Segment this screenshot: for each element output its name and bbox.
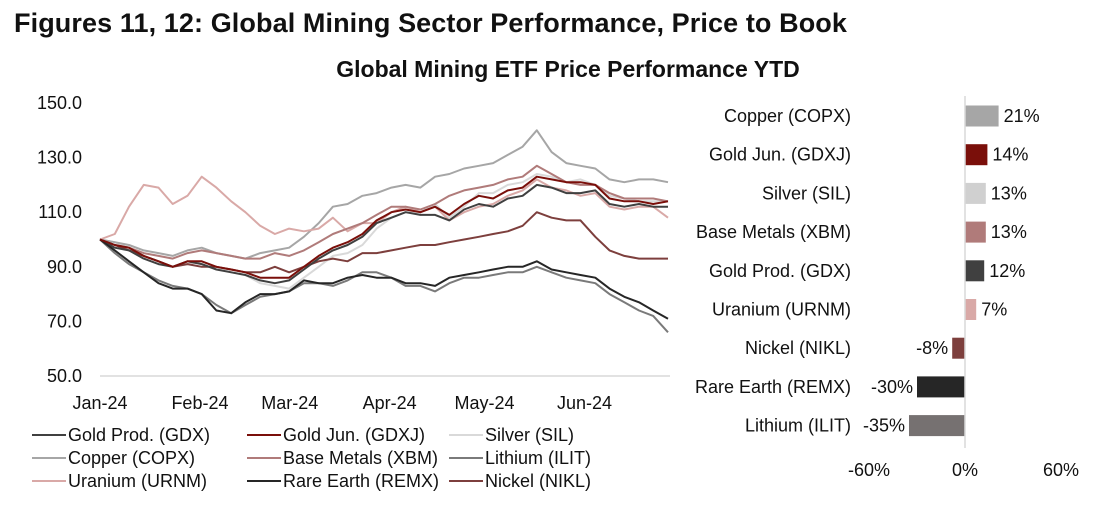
x-tick-label: Feb-24 xyxy=(171,393,228,413)
bar-uranium-urnm xyxy=(965,299,977,320)
legend-label: Gold Prod. (GDX) xyxy=(68,424,211,445)
y-tick-label: 130.0 xyxy=(37,148,82,168)
bar-gold-jun-gdxj xyxy=(965,144,988,166)
bar-category-nickel-nikl: Nickel (NIKL) xyxy=(745,338,851,358)
legend-item-gold-prod-gdx: Gold Prod. (GDX) xyxy=(32,424,247,446)
bar-category-copper-copx: Copper (COPX) xyxy=(724,106,851,126)
bar-category-labels: Copper (COPX) Gold Jun. (GDXJ) Silver (SIL… xyxy=(695,106,851,436)
bar-value-label: 12% xyxy=(989,261,1025,281)
legend-label: Rare Earth (REMX) xyxy=(283,470,440,491)
legend-item-uranium-urnm: Uranium (URNM) xyxy=(32,470,247,492)
legend-label: Nickel (NIKL) xyxy=(485,470,592,491)
x-axis-ticks: Jan-24 Feb-24 Mar-24 Apr-24 May-24 Jun-24 xyxy=(72,393,612,413)
bar-category-silver-sil: Silver (SIL) xyxy=(762,183,851,203)
legend-item-base-metals-xbm: Base Metals (XBM) xyxy=(247,447,449,469)
line-chart: 150.0 130.0 110.0 90.0 70.0 50.0 Jan-24 Feb-24… xyxy=(37,93,670,413)
legend-swatch xyxy=(32,480,66,482)
bar-value-label: -35% xyxy=(863,416,905,436)
chart-title: Global Mining ETF Price Performance YTD xyxy=(336,56,800,82)
y-tick-label: 90.0 xyxy=(47,257,82,277)
legend-label: Base Metals (XBM) xyxy=(283,447,439,468)
legend-item-gold-jun-gdxj: Gold Jun. (GDXJ) xyxy=(247,424,449,446)
y-tick-label: 150.0 xyxy=(37,93,82,113)
bar-value-label: 7% xyxy=(981,300,1007,320)
x-tick-label: Jan-24 xyxy=(72,393,127,413)
legend-label: Lithium (ILIT) xyxy=(485,447,592,468)
bar-category-lithium-ilit: Lithium (ILIT) xyxy=(745,416,851,436)
bar-nickel-nikl xyxy=(952,337,965,359)
legend-swatch xyxy=(247,480,281,482)
bar-value-label: -30% xyxy=(871,377,913,397)
bar-category-gold-prod-gdx: Gold Prod. (GDX) xyxy=(709,261,851,281)
legend-item-nickel-nikl: Nickel (NIKL) xyxy=(449,470,639,492)
bar-value-label: 13% xyxy=(991,222,1027,242)
legend-swatch xyxy=(449,480,483,482)
legend-item-silver-sil: Silver (SIL) xyxy=(449,424,639,446)
line-series-base-metals-xbm xyxy=(99,164,669,260)
bar-copper-copx xyxy=(965,105,999,127)
legend-swatch xyxy=(32,457,66,459)
x-tick-label: May-24 xyxy=(455,393,515,413)
line-series-uranium-urnm xyxy=(99,175,669,241)
bar-value-label: 21% xyxy=(1004,106,1040,126)
legend-item-rare-earth-remx: Rare Earth (REMX) xyxy=(247,470,449,492)
x-tick-label: Apr-24 xyxy=(363,393,417,413)
bar-lithium-ilit xyxy=(909,415,965,437)
bar-gold-prod-gdx xyxy=(965,260,985,282)
legend-label: Silver (SIL) xyxy=(485,424,575,445)
y-tick-label: 110.0 xyxy=(38,202,82,222)
line-series-gold-prod-gdx xyxy=(99,183,668,285)
bar-silver-sil xyxy=(965,182,986,204)
bar-category-uranium-urnm: Uranium (URNM) xyxy=(712,300,851,320)
line-series-copper-copx xyxy=(99,129,669,260)
legend-swatch xyxy=(449,434,483,436)
line-series-rare-earth-remx xyxy=(99,238,669,320)
line-series-gold-jun-gdxj xyxy=(99,175,669,279)
legend-swatch xyxy=(247,434,281,436)
bar-value-label: 13% xyxy=(991,183,1027,203)
legend-label: Gold Jun. (GDXJ) xyxy=(283,424,426,445)
y-axis-ticks: 150.0 130.0 110.0 90.0 70.0 50.0 xyxy=(37,93,82,386)
y-tick-label: 70.0 xyxy=(47,311,82,331)
bar-value-label: 14% xyxy=(992,145,1028,165)
bar-value-label: -8% xyxy=(916,338,948,358)
legend-item-copper-copx: Copper (COPX) xyxy=(32,447,247,469)
line-series-nickel-nikl xyxy=(99,211,668,274)
bar-category-base-metals-xbm: Base Metals (XBM) xyxy=(696,222,851,242)
figure-title: Figures 11, 12: Global Mining Sector Per… xyxy=(14,8,848,38)
line-chart-legend: Gold Prod. (GDX) Gold Jun. (GDXJ) Silver (… xyxy=(32,424,639,492)
bar-x-tick-label: 60% xyxy=(1043,460,1079,480)
bar-x-tick-label: 0% xyxy=(952,460,978,480)
legend-swatch xyxy=(449,457,483,459)
x-tick-label: Mar-24 xyxy=(261,393,318,413)
bar-x-tick-label: -60% xyxy=(848,460,890,480)
bar-rare-earth-remx xyxy=(917,376,965,398)
bar-base-metals-xbm xyxy=(965,221,986,243)
bar-category-rare-earth-remx: Rare Earth (REMX) xyxy=(695,377,851,397)
bar-x-axis-ticks: -60% 0% 60% xyxy=(848,460,1079,480)
legend-swatch xyxy=(32,434,66,436)
legend-item-lithium-ilit: Lithium (ILIT) xyxy=(449,447,639,469)
line-series-group xyxy=(99,129,669,333)
bars-group: 21% 14% 13% 13% 12% 7% -8%-30% -35% xyxy=(863,105,1040,437)
legend-label: Copper (COPX) xyxy=(68,447,196,468)
bar-category-gold-jun-gdxj: Gold Jun. (GDXJ) xyxy=(709,145,851,165)
y-tick-label: 50.0 xyxy=(47,366,82,386)
legend-swatch xyxy=(247,457,281,459)
bar-chart: Copper (COPX) Gold Jun. (GDXJ) Silver (SIL… xyxy=(695,96,1079,480)
legend-label: Uranium (URNM) xyxy=(68,470,207,491)
x-tick-label: Jun-24 xyxy=(557,393,612,413)
